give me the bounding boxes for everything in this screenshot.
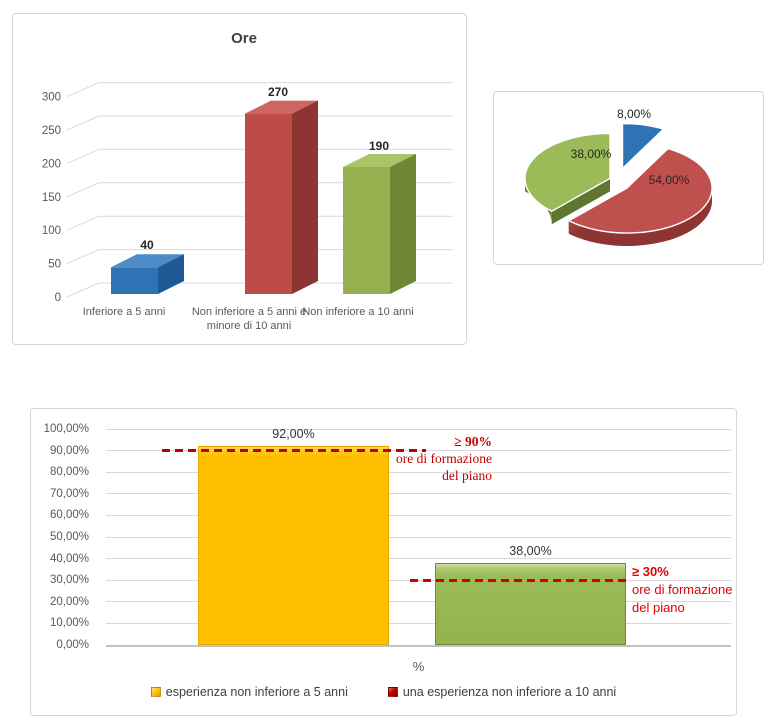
threshold-line-30	[410, 578, 629, 582]
threshold-30-title: ≥ 30%	[632, 564, 669, 579]
gridline	[106, 493, 731, 495]
y-axis-tick: 80,00%	[49, 466, 89, 479]
y-axis: 0 50 100 150 200 250 300	[42, 92, 61, 304]
bar-value-label: 92,00%	[272, 427, 315, 441]
y-tick: 250	[42, 125, 61, 137]
ore-bar-chart-panel: Ore 0 50 100 150 200 250 300	[12, 13, 467, 345]
y-axis-tick: 20,00%	[49, 595, 89, 608]
bar-value-label: 190	[369, 139, 389, 153]
gridline	[106, 558, 731, 560]
ore-bar-chart: Ore 0 50 100 150 200 250 300	[42, 30, 453, 332]
bar-esperienza-10-anni	[435, 562, 626, 645]
legend-label: una esperienza non inferiore a 10 anni	[402, 685, 617, 699]
y-axis-tick: 50,00%	[49, 531, 89, 543]
y-tick: 50	[48, 259, 61, 271]
experience-pie-chart-panel: 8,00% 38,00% 54,00%	[493, 91, 764, 265]
legend-marker-red	[387, 687, 398, 697]
threshold-90-title: ≥ 90%	[454, 434, 492, 449]
y-tick: 0	[55, 292, 61, 304]
category-label: minore di 10 anni	[207, 320, 291, 332]
bar-value-label: 38,00%	[509, 544, 552, 558]
gridline	[106, 644, 731, 647]
pie-label: 8,00%	[617, 107, 651, 121]
threshold-30-note-line: del piano	[632, 600, 685, 615]
pie-label: 54,00%	[649, 173, 690, 187]
y-axis-tick: 60,00%	[49, 509, 89, 522]
y-axis-tick: 90,00%	[49, 444, 89, 457]
x-axis-label: %	[412, 659, 425, 674]
threshold-30-note-line: ore di formazione	[632, 582, 733, 597]
x-axis: Inferiore a 5 anni Non inferiore a 5 ann…	[83, 306, 414, 332]
legend: esperienza non inferiore a 5 anni una es…	[31, 685, 736, 699]
legend-marker-yellow	[150, 687, 161, 697]
y-axis-tick: 0,00%	[56, 639, 89, 651]
y-tick: 300	[42, 92, 61, 104]
threshold-note-30: ≥ 30% ore di formazione del piano	[632, 563, 732, 617]
bar-esperienza-5-anni	[198, 446, 389, 645]
y-axis-tick: 100,00%	[43, 423, 89, 435]
legend-item: una esperienza non inferiore a 10 anni	[387, 685, 617, 699]
bar-value-label: 270	[268, 85, 288, 99]
bar-non-inferiore-10-anni	[343, 154, 416, 294]
threshold-note-90: ≥ 90% ore di formazione del piano	[396, 433, 492, 484]
gridline	[106, 428, 731, 430]
gridline	[106, 514, 731, 516]
pie-slice-8	[621, 122, 665, 171]
threshold-90-note-line: ore di formazione	[396, 451, 492, 466]
pie-label: 38,00%	[571, 147, 612, 161]
experience-pie-chart: 8,00% 38,00% 54,00%	[524, 107, 713, 247]
category-label: Inferiore a 5 anni	[83, 306, 166, 318]
bar-inferiore-5-anni	[111, 254, 184, 294]
bar-value-label: 40	[140, 238, 154, 252]
y-tick: 200	[42, 158, 61, 170]
bar-non-inferiore-5-anni	[245, 100, 318, 294]
y-tick: 100	[42, 225, 61, 237]
y-axis-tick: 30,00%	[49, 574, 89, 587]
category-label: Non inferiore a 5 anni e	[192, 306, 306, 318]
gridline	[106, 536, 731, 538]
legend-label: esperienza non inferiore a 5 anni	[165, 685, 348, 699]
category-label: Non inferiore a 10 anni	[302, 306, 413, 318]
y-axis-tick: 70,00%	[49, 487, 89, 500]
gridlines	[66, 82, 453, 298]
chart-title: Ore	[231, 30, 257, 47]
y-axis-tick: 10,00%	[49, 617, 89, 630]
gridline	[106, 471, 731, 473]
gridline	[106, 601, 731, 603]
threshold-90-note-line: del piano	[442, 468, 492, 483]
threshold-plot: 92,00% 38,00%	[106, 427, 731, 647]
gridline	[106, 622, 731, 624]
threshold-line-90	[162, 449, 426, 453]
legend-item: esperienza non inferiore a 5 anni	[150, 685, 348, 699]
threshold-bar-chart-panel: 100,00% 90,00% 80,00% 70,00% 60,00% 50,00% 40,…	[30, 408, 737, 716]
y-axis-tick: 40,00%	[49, 552, 89, 565]
pie-slice-38	[524, 132, 611, 225]
threshold-ylabels: 100,00% 90,00% 80,00% 70,00% 60,00% 50,00% 40,…	[31, 423, 89, 651]
y-tick: 150	[42, 192, 61, 204]
pie-slice-54	[567, 147, 713, 247]
